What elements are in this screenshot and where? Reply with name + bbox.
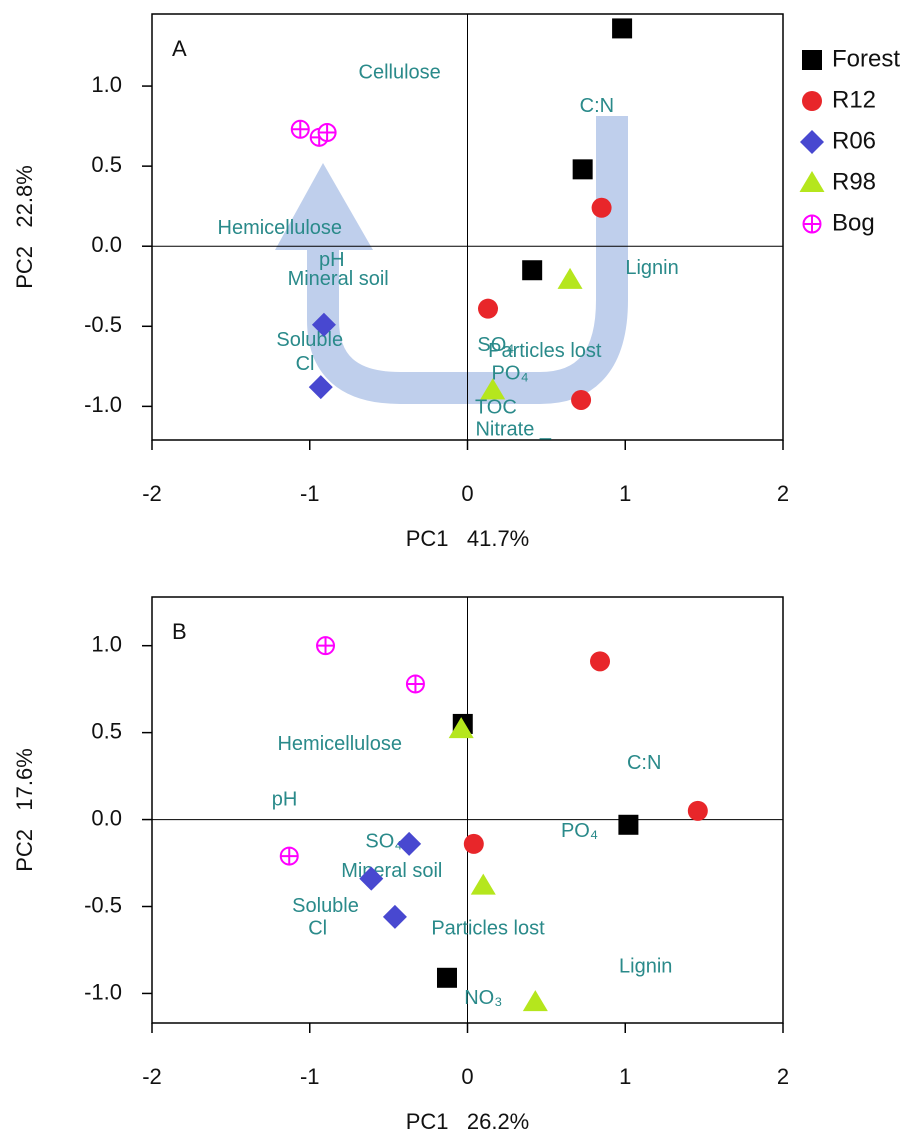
loading-label: SO₄ — [477, 334, 514, 356]
loading-label: Lignin — [625, 257, 678, 279]
loading-label: Lignin — [619, 956, 672, 978]
x-tick-label: 2 — [777, 1064, 789, 1089]
loading-label: C:N — [580, 95, 614, 117]
loading-label: Hemicellulose — [218, 217, 343, 239]
loading-label: Soluble — [292, 895, 359, 917]
legend-label: R12 — [832, 86, 876, 113]
loading-label: Mineral soil — [288, 268, 389, 290]
x-tick-label: -2 — [142, 481, 162, 506]
loading-label: TOC — [475, 396, 517, 418]
legend-label: R98 — [832, 168, 876, 195]
y-tick-label: 1.0 — [91, 72, 122, 97]
point — [478, 298, 499, 319]
x-tick-label: -2 — [142, 1064, 162, 1089]
point — [290, 119, 310, 139]
plot-frame — [151, 596, 784, 1024]
x-axis-title: PC1 41.7% — [406, 526, 530, 551]
x-tick-label: 1 — [619, 481, 631, 506]
loading-label: Hemicellulose — [277, 733, 402, 755]
point — [316, 636, 336, 656]
legend-marker — [802, 50, 822, 70]
y-axis-title: PC2 17.6% — [12, 748, 37, 872]
loading-label: PO₄ — [492, 363, 529, 385]
point — [311, 312, 336, 337]
legend-marker — [802, 91, 822, 111]
point — [480, 378, 506, 400]
x-tick-label: 0 — [461, 481, 473, 506]
y-tick-label: -1.0 — [84, 979, 122, 1004]
legend-marker — [802, 214, 822, 234]
loading-label: Mineral soil — [341, 860, 442, 882]
point — [572, 159, 593, 180]
y-tick-label: 0.0 — [91, 232, 122, 257]
y-axis-title: PC2 22.8% — [12, 165, 37, 289]
point — [612, 18, 633, 39]
point — [359, 866, 384, 891]
loading-label: Particles lost — [488, 340, 602, 362]
arrow-body — [307, 116, 628, 404]
x-axis-title: PC1 26.2% — [406, 1109, 530, 1134]
trend-arrow — [275, 116, 628, 404]
y-tick-label: -0.5 — [84, 892, 122, 917]
point — [687, 800, 708, 821]
legend-label: Bog — [832, 209, 875, 236]
point — [470, 873, 496, 895]
loading-label: Cl — [308, 917, 327, 939]
x-tick-label: -1 — [300, 1064, 320, 1089]
panel: -2 -1 0 1 2 -1.0 -0.5 0.0 0.5 1.0 A PC1 41.7% PC2 22… — [12, 13, 900, 551]
point — [522, 260, 543, 281]
point — [382, 904, 407, 929]
legend-label: Forest — [832, 45, 900, 72]
point — [405, 674, 425, 694]
loading-label: Cl — [296, 353, 315, 375]
point — [317, 123, 337, 142]
point — [308, 375, 333, 400]
panel-label: B — [172, 619, 187, 644]
loading-label: Soluble — [276, 329, 343, 351]
legend-marker — [799, 171, 825, 192]
panel: -2 -1 0 1 2 -1.0 -0.5 0.0 0.5 1.0 B PC1 26.2% PC2 17… — [12, 596, 789, 1134]
y-tick-label: 1.0 — [91, 631, 122, 656]
point — [557, 267, 583, 289]
plot-frame — [151, 13, 784, 441]
point — [618, 814, 639, 835]
x-tick-label: 1 — [619, 1064, 631, 1089]
y-tick-label: -1.0 — [84, 392, 122, 417]
y-tick-label: 0.0 — [91, 805, 122, 830]
point — [436, 967, 457, 988]
loading-label: C:N — [627, 752, 661, 774]
point — [463, 833, 484, 854]
x-tick-label: 2 — [777, 481, 789, 506]
arrow-head — [275, 163, 373, 250]
loading-label: PO₄ — [561, 820, 598, 842]
loading-label: pH — [319, 249, 345, 271]
loading-label: Cellulose — [359, 62, 441, 84]
loading-label: Nitrate _ — [475, 419, 551, 441]
y-tick-label: 0.5 — [91, 152, 122, 177]
x-tick-label: -1 — [300, 481, 320, 506]
y-tick-label: -0.5 — [84, 312, 122, 337]
point — [522, 990, 548, 1012]
loading-label: NO₃ — [464, 987, 502, 1009]
panel-label: A — [172, 36, 187, 61]
x-tick-label: 0 — [461, 1064, 473, 1089]
loading-label: SO₄ — [365, 830, 402, 852]
point — [571, 389, 592, 410]
point — [279, 846, 299, 866]
y-tick-label: 0.5 — [91, 718, 122, 743]
point — [397, 831, 422, 856]
loading-label: Particles lost — [431, 917, 545, 939]
point — [590, 651, 611, 672]
legend-label: R06 — [832, 127, 876, 154]
legend-marker — [800, 130, 824, 154]
point — [448, 717, 474, 739]
loading-label: pH — [272, 789, 298, 811]
point — [591, 197, 612, 218]
